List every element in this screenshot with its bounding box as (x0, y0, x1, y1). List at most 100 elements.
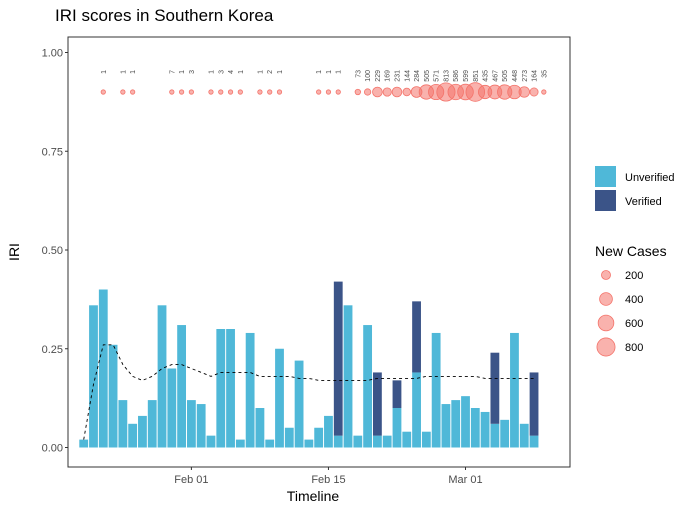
legend-label: Unverified (625, 172, 675, 184)
bar-unverified (304, 439, 314, 448)
new-cases-label: 1 (130, 70, 137, 74)
bar-unverified (392, 408, 402, 448)
new-cases-point (100, 89, 106, 95)
bar-unverified (480, 411, 490, 448)
bar-unverified (79, 439, 89, 448)
new-cases-label: 599 (463, 70, 470, 82)
y-tick-label: 0.25 (42, 344, 63, 356)
new-cases-point (364, 88, 372, 96)
legend: Unverified Verified New Cases 200 400 600 800 (595, 166, 675, 357)
bar-verified (372, 372, 382, 436)
new-cases-point (316, 89, 322, 95)
bar-unverified (294, 360, 304, 448)
new-cases-label: 144 (404, 70, 411, 82)
bar-unverified (519, 423, 529, 448)
new-cases-point (237, 89, 243, 95)
bar-unverified (275, 348, 284, 448)
legend-size-label: 800 (625, 342, 643, 354)
new-cases-label: 505 (424, 70, 431, 82)
bar-unverified (529, 435, 539, 448)
bar-unverified (235, 439, 245, 448)
bar-unverified (177, 325, 187, 448)
new-cases-point (257, 89, 263, 95)
y-tick-label: 0.50 (42, 245, 63, 257)
trend-line (83, 344, 534, 440)
bar-unverified (314, 427, 324, 448)
bar-unverified (500, 419, 510, 448)
y-axis-title: IRI (6, 243, 22, 261)
new-cases-label: 169 (385, 70, 392, 82)
legend-swatch (595, 166, 616, 187)
bar-unverified (324, 415, 333, 448)
new-cases-point (208, 89, 214, 95)
new-cases-label: 73 (355, 70, 362, 78)
new-cases-label: 1 (336, 70, 343, 74)
new-cases-point (402, 87, 412, 97)
new-cases-label: 1 (316, 70, 323, 74)
new-cases-point (179, 89, 185, 95)
new-cases-label: 1 (257, 70, 264, 74)
new-cases-label: 1 (326, 70, 333, 74)
new-cases-point (120, 89, 126, 95)
new-cases-point (188, 89, 194, 95)
new-cases-label: 164 (532, 70, 539, 82)
y-axis: 0.00 0.25 0.50 0.75 1.00 (42, 48, 68, 455)
bar-unverified (216, 329, 226, 448)
bar-unverified (196, 404, 206, 448)
bar-unverified (431, 332, 441, 448)
bar-unverified (470, 408, 480, 448)
new-cases-point (227, 89, 234, 95)
bar-unverified (284, 427, 294, 448)
bar-unverified (490, 423, 500, 448)
legend-size-key (601, 270, 611, 280)
x-axis: Feb 01 Feb 15 Mar 01 (174, 467, 483, 486)
y-tick-label: 0.75 (42, 146, 63, 158)
new-cases-point (541, 89, 547, 95)
legend-size-key (596, 337, 616, 357)
bar-unverified (147, 400, 157, 448)
bar-unverified (451, 400, 461, 448)
new-cases-label: 7 (169, 70, 176, 74)
bar-unverified (255, 408, 265, 448)
plot-panel (67, 36, 571, 468)
bar-unverified (138, 415, 147, 448)
legend-size-label: 200 (625, 270, 643, 282)
bar-verified (412, 301, 421, 373)
legend-label: Verified (625, 196, 662, 208)
new-cases-label: 1 (277, 70, 284, 74)
new-cases-label: 3 (189, 70, 196, 74)
bar-verified (333, 281, 343, 436)
bar-unverified (118, 400, 128, 448)
x-tick-label: Feb 15 (311, 474, 345, 486)
bar-verified (392, 380, 402, 408)
new-cases-label: 813 (443, 70, 450, 82)
legend-size-label: 400 (625, 294, 643, 306)
bar-unverified (226, 329, 235, 448)
bar-unverified (206, 435, 216, 448)
new-cases-point (276, 89, 283, 95)
new-cases-point (354, 88, 361, 96)
new-cases-point (169, 89, 175, 95)
new-cases-label: 100 (365, 70, 372, 82)
chart-title: IRI scores in Southern Korea (55, 6, 274, 25)
new-cases-label: 231 (395, 70, 402, 82)
new-cases-label: 1 (238, 70, 245, 74)
new-cases-label: 1 (209, 70, 216, 74)
bar-unverified (186, 400, 196, 448)
new-cases-point (382, 87, 392, 97)
bar-unverified (108, 344, 118, 448)
new-cases-label: 435 (483, 70, 490, 82)
new-cases-label: 571 (434, 70, 441, 82)
bar-unverified (461, 396, 470, 448)
new-cases-label: 1 (179, 70, 186, 74)
new-cases-label: 229 (375, 70, 382, 82)
bar-unverified (89, 305, 98, 448)
new-cases-label: 284 (414, 70, 421, 82)
legend-size-key (597, 314, 615, 332)
bar-unverified (167, 368, 177, 448)
x-tick-label: Mar 01 (448, 474, 482, 486)
x-tick-label: Feb 01 (174, 474, 208, 486)
new-cases-label: 273 (522, 70, 529, 82)
new-cases-point (518, 86, 530, 98)
bar-unverified (510, 332, 519, 448)
